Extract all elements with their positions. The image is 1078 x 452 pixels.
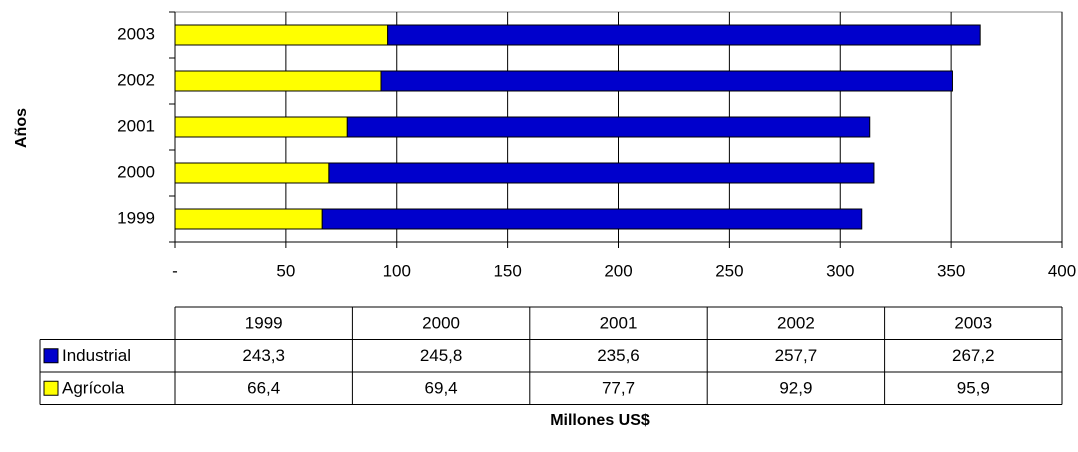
x-tick-label: 300	[826, 261, 854, 280]
table-header: 2000	[422, 314, 460, 333]
x-axis-label: Millones US$	[550, 412, 650, 429]
x-tick-label: 150	[493, 261, 521, 280]
x-tick-label: 200	[604, 261, 632, 280]
y-tick-label: 2002	[117, 70, 155, 89]
bar	[321, 208, 863, 230]
y-tick-label: 2001	[117, 116, 155, 135]
table-header: 1999	[245, 314, 283, 333]
table-cell: 66,4	[247, 379, 280, 398]
table-header: 2003	[954, 314, 992, 333]
table-cell: 92,9	[779, 379, 812, 398]
legend-label: Industrial	[62, 346, 131, 365]
bar	[174, 24, 389, 46]
y-axis-label: Años	[13, 108, 30, 148]
legend-label: Agrícola	[62, 379, 125, 398]
table-cell: 245,8	[420, 346, 463, 365]
bar	[174, 162, 330, 184]
bar	[174, 208, 323, 230]
x-tick-label: 250	[715, 261, 743, 280]
x-tick-label: -	[172, 261, 178, 280]
table-cell: 235,6	[597, 346, 640, 365]
bar	[174, 116, 348, 138]
y-tick-label: 1999	[117, 208, 155, 227]
table-header: 2002	[777, 314, 815, 333]
x-tick-label: 400	[1048, 261, 1076, 280]
bar	[380, 70, 953, 92]
table-cell: 243,3	[242, 346, 285, 365]
table-header: 2001	[600, 314, 638, 333]
bar	[328, 162, 875, 184]
table-cell: 257,7	[775, 346, 818, 365]
bar	[346, 116, 871, 138]
bar	[387, 24, 981, 46]
legend-swatch	[43, 348, 59, 364]
table-cell: 69,4	[425, 379, 458, 398]
table-cell: 267,2	[952, 346, 995, 365]
table-cell: 77,7	[602, 379, 635, 398]
y-tick-label: 2003	[117, 24, 155, 43]
bar	[174, 70, 382, 92]
legend-swatch	[43, 380, 59, 396]
y-tick-label: 2000	[117, 162, 155, 181]
x-tick-label: 350	[937, 261, 965, 280]
table-cell: 95,9	[957, 379, 990, 398]
x-tick-label: 50	[276, 261, 295, 280]
x-tick-label: 100	[383, 261, 411, 280]
